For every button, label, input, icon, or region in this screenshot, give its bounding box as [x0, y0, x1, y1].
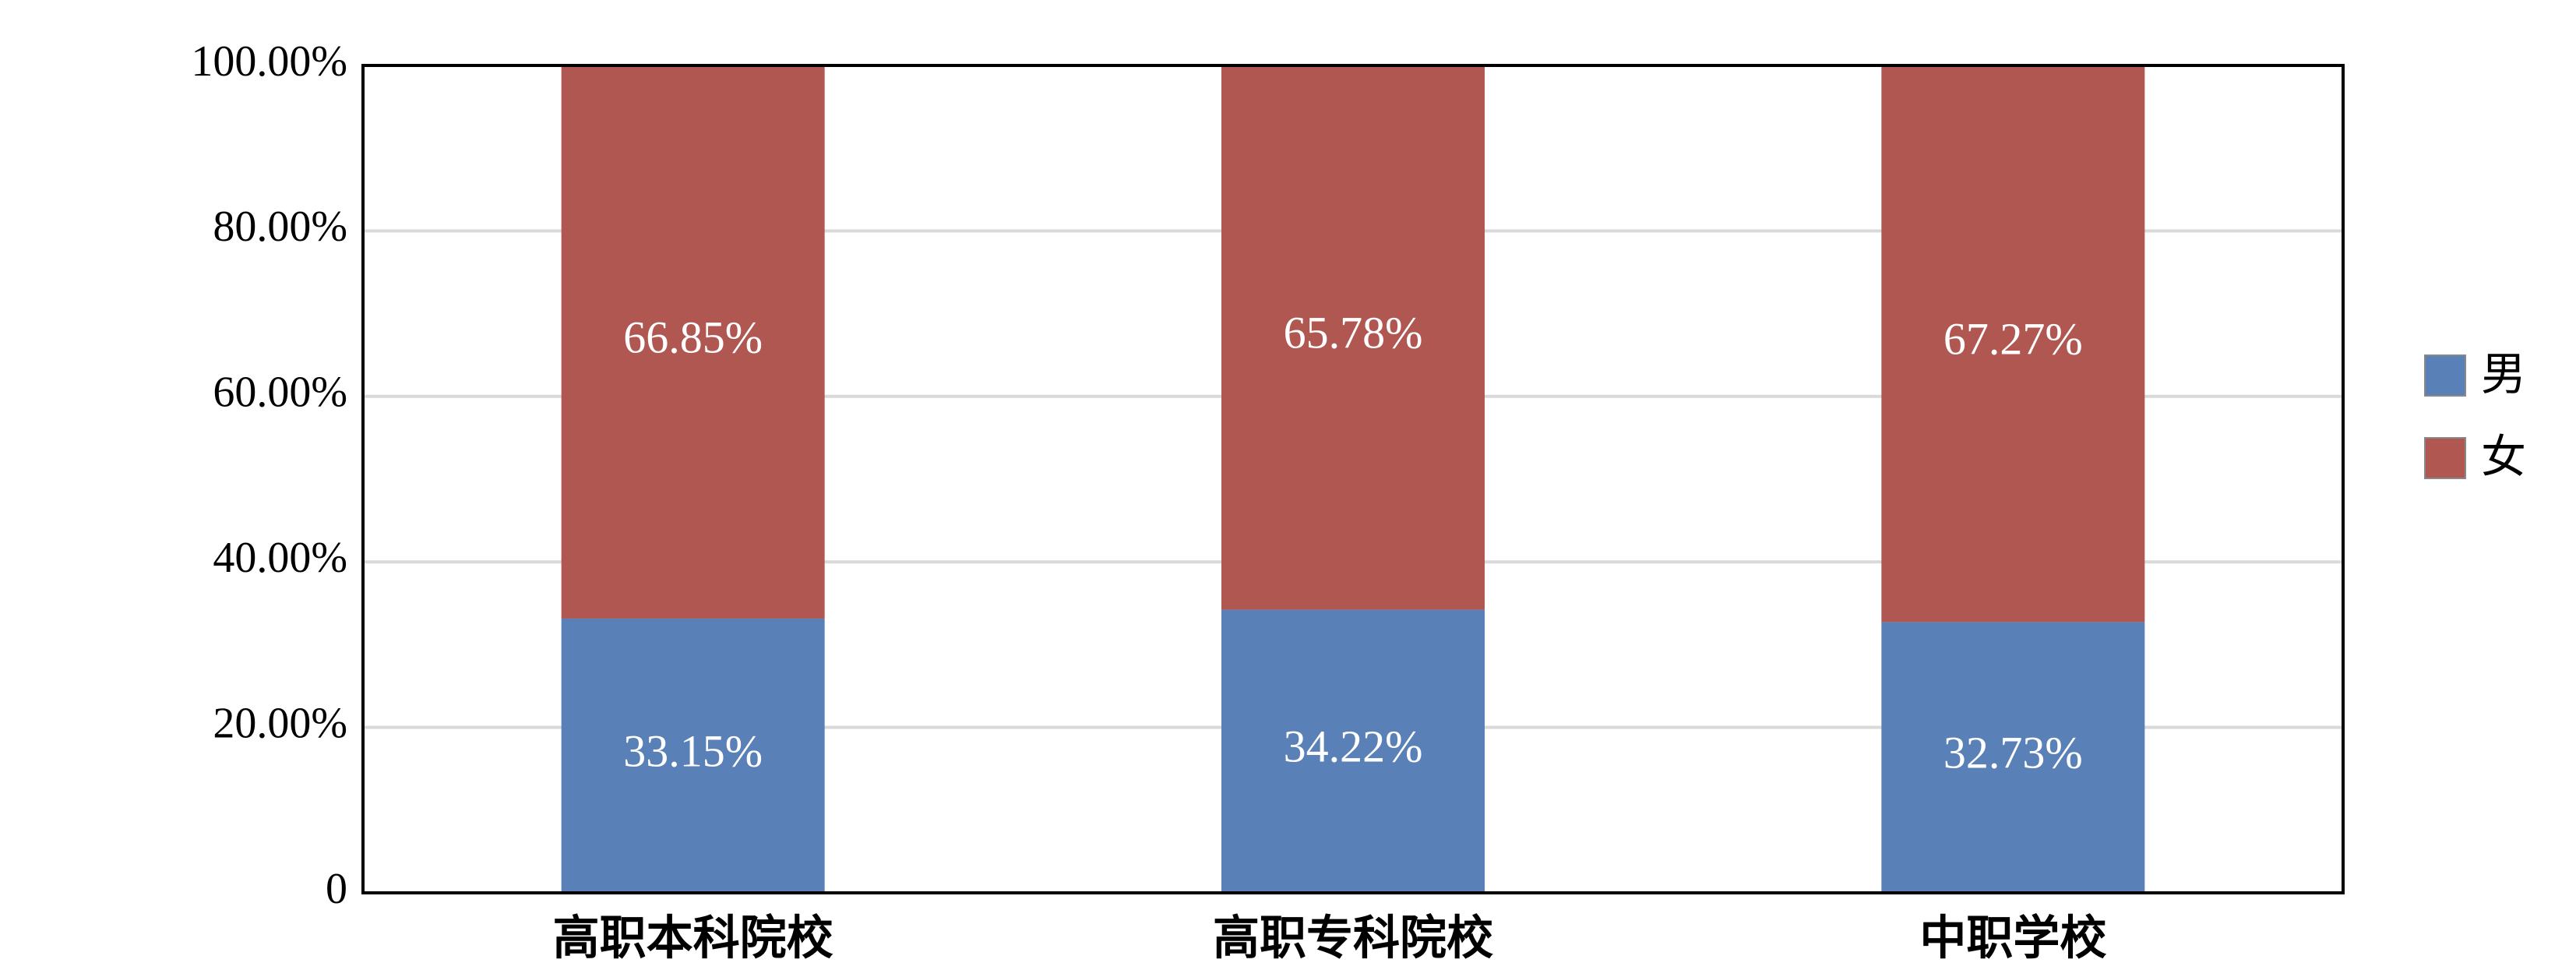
y-tick-label: 80.00%	[213, 203, 347, 251]
y-tick-label: 100.00%	[191, 37, 347, 86]
bar-segment	[561, 65, 825, 619]
bar-segment	[1221, 609, 1485, 893]
x-tick-label: 高职本科院校	[553, 912, 833, 966]
plot-frame	[361, 64, 2345, 894]
legend-label: 男	[2481, 347, 2526, 400]
data-label: 34.22%	[1284, 721, 1423, 772]
y-tick-label: 0	[326, 865, 347, 913]
bar-segment	[1881, 622, 2145, 893]
y-tick-label: 60.00%	[213, 369, 347, 417]
data-label: 32.73%	[1943, 728, 2083, 778]
x-tick-label: 高职专科院校	[1213, 912, 1493, 966]
x-tick-label: 中职学校	[1919, 912, 2106, 966]
data-label: 67.27%	[1943, 314, 2083, 365]
legend-label: 女	[2481, 430, 2526, 483]
data-label: 65.78%	[1284, 308, 1423, 358]
legend-swatch	[2424, 354, 2466, 397]
y-tick-label: 40.00%	[213, 534, 347, 582]
y-tick-label: 20.00%	[213, 699, 347, 747]
data-label: 33.15%	[623, 725, 763, 776]
legend-swatch	[2424, 437, 2466, 479]
bar-segment	[561, 618, 825, 893]
data-label: 66.85%	[623, 312, 763, 362]
bar-segment	[1221, 65, 1485, 610]
bar-segment	[1881, 65, 2145, 623]
